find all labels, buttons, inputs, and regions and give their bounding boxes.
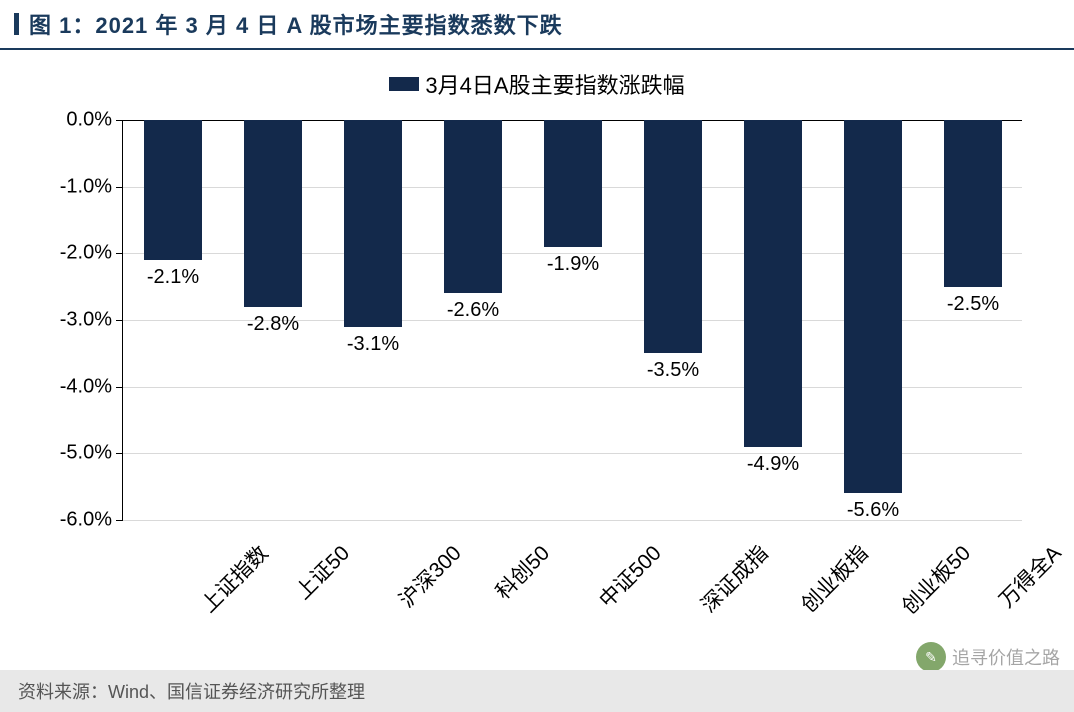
x-tick-label: 上证指数 [194,538,275,619]
bar-value-label: -4.9% [747,453,799,476]
bar [444,120,502,293]
chart-area: 0.0% -1.0% -2.0% -3.0% -4.0% -5.0% -6.0% -2.1% 上… [27,110,1047,610]
bar [944,120,1002,287]
y-tickmark [116,387,123,388]
chart-title: 图 1：2021 年 3 月 4 日 A 股市场主要指数悉数下跌 [29,8,563,40]
x-tick-label: 科创50 [488,538,555,605]
y-tick-label: -4.0% [32,375,112,398]
y-tickmark [116,453,123,454]
chart-title-bar: 图 1：2021 年 3 月 4 日 A 股市场主要指数悉数下跌 [0,0,1074,50]
bar [644,120,702,353]
bar [544,120,602,247]
bar [844,120,902,493]
x-tick-label: 上证50 [288,538,355,605]
x-tick-label: 沪深300 [392,538,468,614]
bar-value-label: -2.6% [447,299,499,322]
y-tick-label: 0.0% [32,109,112,132]
y-tickmark [116,120,123,121]
bar [244,120,302,307]
x-tick-label: 创业板指 [794,538,875,619]
y-tick-label: -6.0% [32,509,112,532]
bar-value-label: -2.8% [247,313,299,336]
x-tick-label: 创业板50 [894,538,976,620]
bar-value-label: -3.1% [347,333,399,356]
bar [144,120,202,260]
bar [744,120,802,447]
legend-swatch [389,77,419,91]
y-tickmark [116,320,123,321]
y-tick-label: -5.0% [32,442,112,465]
bar-value-label: -2.5% [947,293,999,316]
source-text: 资料来源：Wind、国信证券经济研究所整理 [0,670,1074,712]
bar-value-label: -5.6% [847,499,899,522]
watermark: ✎ 追寻价值之路 [916,642,1060,672]
bar [344,120,402,327]
bar-value-label: -2.1% [147,266,199,289]
legend-label: 3月4日A股主要指数涨跌幅 [425,68,684,100]
title-marker [14,13,19,35]
watermark-icon: ✎ [916,642,946,672]
y-tick-label: -1.0% [32,175,112,198]
bar-value-label: -3.5% [647,359,699,382]
y-tickmark [116,253,123,254]
bar-value-label: -1.9% [547,253,599,276]
watermark-text: 追寻价值之路 [952,644,1060,670]
y-tick-label: -2.0% [32,242,112,265]
y-tick-label: -3.0% [32,309,112,332]
x-tick-label: 万得全A [992,538,1068,614]
x-tick-label: 深证成指 [694,538,775,619]
y-tickmark [116,520,123,521]
y-tickmark [116,187,123,188]
x-tick-label: 中证500 [592,538,668,614]
chart-legend: 3月4日A股主要指数涨跌幅 [0,50,1074,110]
chart-plot: 0.0%-1.0%-2.0%-3.0%-4.0%-5.0%-6.0%-2.1%上… [122,120,1022,520]
